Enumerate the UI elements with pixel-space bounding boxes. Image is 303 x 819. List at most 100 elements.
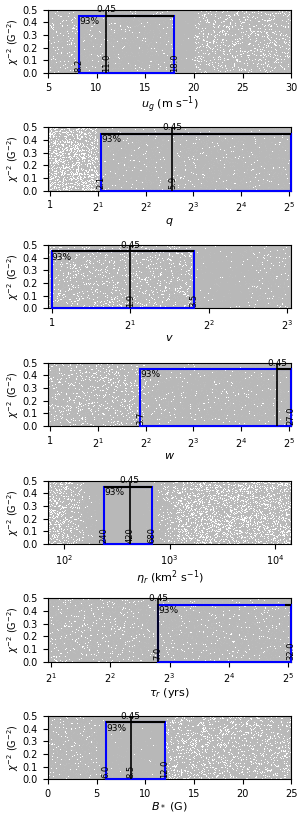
Point <box>193 639 198 652</box>
Point <box>119 65 124 78</box>
Point <box>199 363 204 376</box>
Point <box>180 645 185 658</box>
Point <box>140 396 145 409</box>
Point <box>288 405 293 419</box>
Point <box>132 536 137 550</box>
Point <box>212 650 217 663</box>
Point <box>49 611 54 624</box>
Point <box>116 374 121 387</box>
Point <box>146 761 151 774</box>
Point <box>148 38 153 51</box>
Point <box>186 622 191 635</box>
Point <box>140 609 145 622</box>
Point <box>235 630 240 643</box>
Point <box>187 655 192 668</box>
Point <box>95 751 100 764</box>
Point <box>109 497 114 510</box>
Point <box>154 771 159 785</box>
Point <box>189 605 194 618</box>
Point <box>119 763 124 776</box>
Point <box>244 14 248 27</box>
Point <box>250 38 255 52</box>
Point <box>103 772 108 785</box>
Point <box>139 521 144 534</box>
Point <box>216 45 221 58</box>
Point <box>254 378 258 391</box>
Point <box>114 758 118 771</box>
Point <box>248 756 253 769</box>
Point <box>200 124 205 138</box>
Point <box>100 18 105 31</box>
Point <box>133 642 138 655</box>
Point <box>122 491 127 504</box>
Point <box>172 373 177 387</box>
Point <box>249 241 254 254</box>
Point <box>163 417 168 430</box>
Point <box>177 418 182 431</box>
Point <box>118 512 122 525</box>
Point <box>85 481 90 494</box>
Point <box>158 124 163 138</box>
Point <box>107 516 112 529</box>
Point <box>89 65 94 78</box>
Point <box>53 740 58 753</box>
Point <box>111 55 116 68</box>
Point <box>102 15 107 28</box>
Point <box>142 48 147 61</box>
Point <box>279 162 284 175</box>
Point <box>83 507 88 520</box>
Point <box>97 476 102 489</box>
Point <box>132 126 137 139</box>
Point <box>141 514 146 527</box>
Point <box>266 753 271 766</box>
Point <box>53 771 58 785</box>
Point <box>95 292 100 305</box>
Point <box>84 368 89 381</box>
Point <box>224 596 229 609</box>
Point <box>238 16 243 29</box>
Point <box>116 289 121 302</box>
Point <box>247 124 251 138</box>
Point <box>251 134 255 147</box>
Point <box>107 176 112 189</box>
Point <box>204 486 209 500</box>
Point <box>265 713 270 726</box>
Point <box>52 63 57 76</box>
Point <box>148 141 153 154</box>
Point <box>75 500 80 513</box>
Point <box>190 622 195 635</box>
Point <box>109 526 114 539</box>
Point <box>127 753 132 766</box>
Point <box>95 370 100 383</box>
Point <box>68 529 72 542</box>
Point <box>259 271 264 284</box>
Point <box>173 134 178 147</box>
Point <box>93 284 98 297</box>
Point <box>284 272 289 285</box>
Point <box>108 33 112 46</box>
Point <box>207 175 212 188</box>
Point <box>81 364 86 377</box>
Point <box>233 532 238 545</box>
Point <box>225 242 230 255</box>
Point <box>274 362 279 375</box>
Point <box>73 716 78 729</box>
Point <box>116 535 121 548</box>
Point <box>259 156 264 170</box>
Point <box>133 371 138 384</box>
Point <box>232 620 237 633</box>
Point <box>203 732 208 745</box>
Point <box>111 482 116 495</box>
Point <box>89 47 94 60</box>
Point <box>232 710 237 723</box>
Point <box>55 400 60 414</box>
Point <box>165 729 170 742</box>
Point <box>107 753 112 767</box>
Point <box>281 168 286 181</box>
Point <box>137 246 142 259</box>
Point <box>140 174 145 188</box>
Point <box>183 265 188 278</box>
Point <box>115 512 120 525</box>
Point <box>170 136 175 149</box>
Point <box>144 730 149 743</box>
